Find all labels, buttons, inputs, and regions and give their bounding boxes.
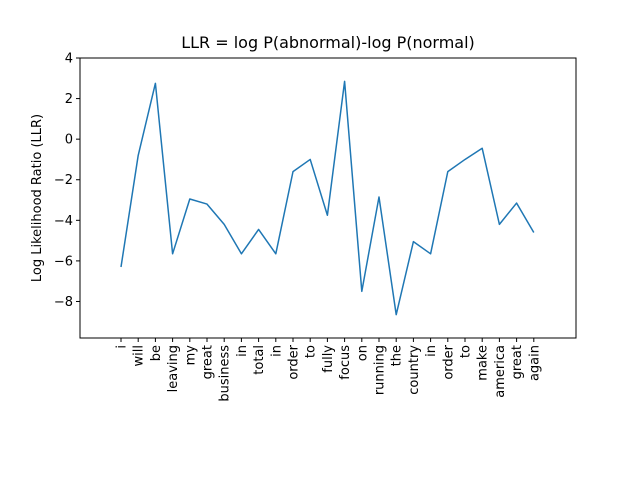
x-tick-label: business xyxy=(218,345,233,402)
x-tick-label: great xyxy=(510,345,525,379)
x-tick-label: to xyxy=(459,345,474,358)
x-tick-label: running xyxy=(373,345,388,395)
x-tick-label: be xyxy=(149,345,164,361)
x-tick-label: again xyxy=(527,345,542,381)
x-tick-label: fully xyxy=(321,345,336,373)
y-tick-label: −6 xyxy=(54,254,73,269)
x-tick-label: make xyxy=(476,345,491,381)
x-tick-label: to xyxy=(304,345,319,358)
y-axis-label: Log Likelihood Ratio (LLR) xyxy=(30,114,45,282)
x-tick-label: focus xyxy=(338,345,353,380)
x-tick-label: i xyxy=(115,345,130,349)
y-tick-label: 4 xyxy=(65,52,73,67)
x-tick-label: america xyxy=(493,345,508,398)
x-tick-label: leaving xyxy=(166,345,181,392)
chart-title: LLR = log P(abnormal)-log P(normal) xyxy=(181,33,475,52)
y-tick-label: −8 xyxy=(54,295,73,310)
series-line xyxy=(120,80,535,316)
x-tick-label: great xyxy=(201,345,216,379)
y-tick-label: 0 xyxy=(65,133,73,148)
x-tick-label: the xyxy=(390,345,405,366)
x-tick-label: country xyxy=(407,345,422,395)
x-axis: i will be leaving my great business in total in or… xyxy=(115,338,542,402)
x-tick-label: in xyxy=(235,345,250,357)
x-tick-label: on xyxy=(355,345,370,361)
x-tick-label: order xyxy=(287,344,302,379)
y-tick-label: −2 xyxy=(54,173,73,188)
y-tick-label: −4 xyxy=(54,214,73,229)
x-tick-label: my xyxy=(183,345,198,366)
x-tick-label: order xyxy=(441,344,456,379)
plot-area xyxy=(79,57,577,339)
y-axis: 4 2 0 −2 −4 −6 −8 xyxy=(54,52,80,310)
x-tick-label: will xyxy=(132,345,147,366)
x-tick-label: total xyxy=(252,345,267,375)
x-tick-label: in xyxy=(269,345,284,357)
y-tick-label: 2 xyxy=(65,92,73,107)
x-tick-label: in xyxy=(424,345,439,357)
